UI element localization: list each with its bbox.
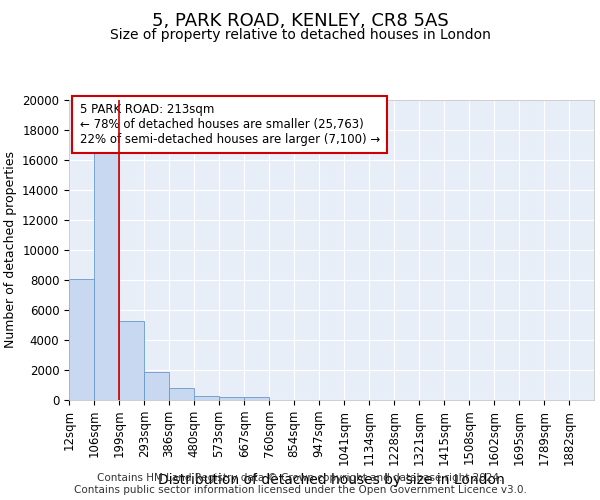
Text: 5 PARK ROAD: 213sqm
← 78% of detached houses are smaller (25,763)
22% of semi-de: 5 PARK ROAD: 213sqm ← 78% of detached ho… [79,103,380,146]
Text: Size of property relative to detached houses in London: Size of property relative to detached ho… [110,28,490,42]
Bar [119,320,144,400]
Text: 5, PARK ROAD, KENLEY, CR8 5AS: 5, PARK ROAD, KENLEY, CR8 5AS [152,12,448,30]
Bar [219,396,244,400]
Bar [194,396,219,400]
Bar [69,278,94,400]
Bar [94,152,119,400]
Y-axis label: Number of detached properties: Number of detached properties [4,152,17,348]
Bar [244,397,269,400]
Bar [169,388,194,400]
Bar [144,372,169,400]
X-axis label: Distribution of detached houses by size in London: Distribution of detached houses by size … [158,473,505,487]
Text: Contains HM Land Registry data © Crown copyright and database right 2024.
Contai: Contains HM Land Registry data © Crown c… [74,474,526,495]
